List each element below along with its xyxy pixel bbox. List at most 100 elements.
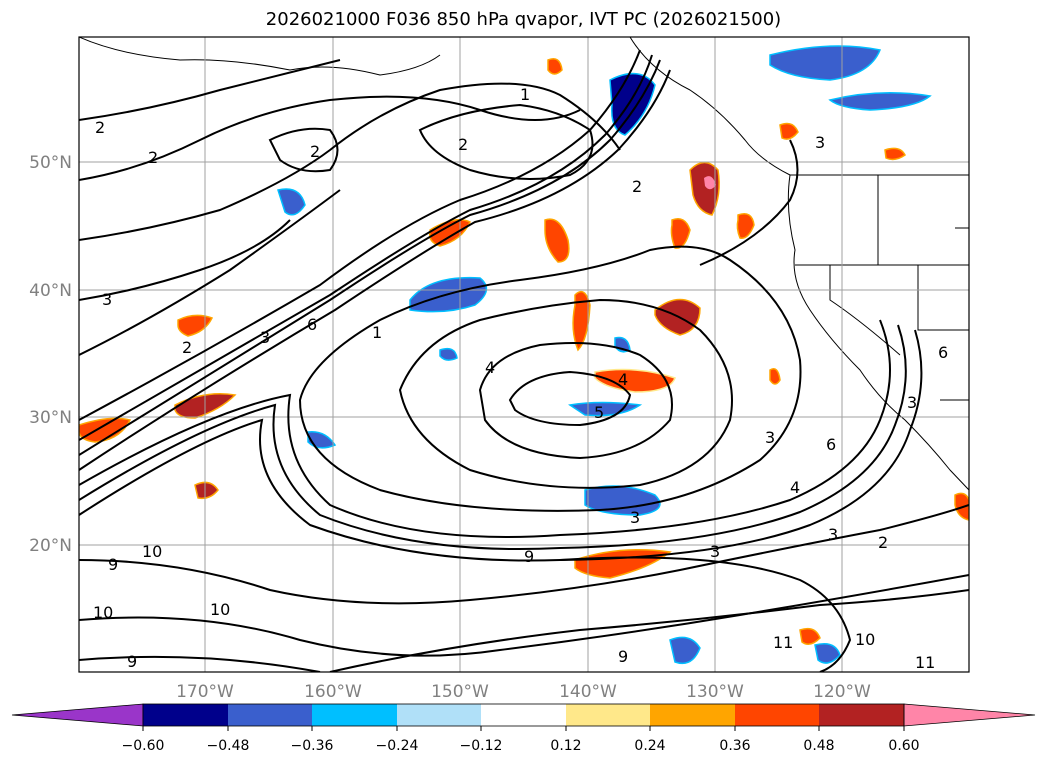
coastline-layer	[79, 37, 969, 491]
lon-label: 170°W	[176, 682, 234, 702]
ivt-contour	[559, 556, 852, 672]
contour-label: 2	[95, 118, 105, 137]
contour-label: 6	[826, 435, 836, 454]
contour-label: 2	[878, 533, 888, 552]
contour-label: 3	[630, 508, 640, 527]
graticule	[79, 37, 969, 672]
ivt-contour	[418, 103, 594, 180]
colorbar-segment	[819, 704, 904, 726]
ivt-contour-layer	[79, 49, 969, 672]
ivt-contour	[699, 139, 799, 266]
map-title: 2026021000 F036 850 hPa qvapor, IVT PC (…	[265, 9, 782, 30]
contour-label: 3	[815, 133, 825, 152]
ivt-contour	[79, 54, 653, 441]
qvapor-fill-layer	[79, 45, 969, 665]
lat-label: 20°N	[29, 536, 72, 556]
contour-label: 9	[524, 547, 534, 566]
colorbar-tick-label: 0.12	[550, 738, 581, 754]
colorbar-segment	[228, 704, 312, 726]
contour-label: 1	[372, 323, 382, 342]
colorbar-ticks	[142, 726, 905, 731]
positive-anomaly-region	[670, 218, 691, 249]
positive-anomaly-region	[544, 218, 570, 263]
longitude-labels: 170°W 160°W 150°W 140°W 130°W 120°W	[176, 682, 871, 702]
contour-label: 6	[938, 343, 948, 362]
positive-anomaly-region	[547, 58, 563, 75]
ivt-contour	[79, 319, 891, 538]
ivt-contour	[268, 127, 339, 173]
colorbar-tick-label: −0.24	[376, 738, 419, 754]
colorbar-tick-label: −0.36	[291, 738, 334, 754]
colorbar-segment	[312, 704, 397, 726]
ivt-contour	[508, 370, 632, 427]
colorbar-tick-label: 0.24	[634, 738, 665, 754]
colorbar-tick-label: −0.48	[207, 738, 250, 754]
ivt-contour	[79, 82, 621, 241]
contour-label: 3	[907, 393, 917, 412]
contour-label: 2	[148, 148, 158, 167]
ivt-contour	[79, 59, 661, 456]
contour-label: 1	[520, 85, 530, 104]
state-border	[917, 265, 969, 331]
colorbar-segment	[481, 704, 566, 726]
contour-label: 3	[710, 542, 720, 561]
negative-anomaly-region	[769, 45, 882, 81]
contour-label: 2	[458, 135, 468, 154]
contour-label: 10	[142, 542, 162, 561]
ivt-contour	[79, 655, 321, 672]
colorbar-tick-label: 0.48	[803, 738, 834, 754]
latitude-labels: 50°N 40°N 30°N 20°N	[29, 153, 72, 556]
ivt-contour	[329, 589, 969, 672]
alaska-coastline	[79, 37, 441, 76]
colorbar-min-extension	[11, 703, 144, 727]
contour-label: 6	[307, 315, 317, 334]
map-panel	[79, 37, 969, 672]
contour-label: 11	[915, 653, 935, 672]
positive-anomaly-region	[594, 368, 676, 393]
contour-label: 10	[93, 603, 113, 622]
contour-label: 4	[485, 358, 495, 377]
lat-label: 50°N	[29, 153, 72, 173]
contour-label: 3	[260, 328, 270, 347]
contour-label: 3	[765, 428, 775, 447]
colorbar-tick-label: 0.60	[888, 738, 919, 754]
negative-anomaly-region	[669, 636, 701, 665]
ivt-contour	[398, 298, 733, 489]
colorbar-segment	[566, 704, 650, 726]
negative-anomaly-region	[828, 92, 932, 111]
contour-label: 10	[210, 600, 230, 619]
contour-label: 9	[618, 647, 628, 666]
contour-label-layer: 2 2 2 2 1 2 2 3 3 3 3 3 1 6 4 4 5 3 4 6 …	[93, 85, 948, 672]
lon-label: 140°W	[559, 682, 617, 702]
colorbar-segment	[650, 704, 735, 726]
ivt-contour	[79, 95, 581, 181]
positive-anomaly-region	[177, 314, 214, 337]
lon-label: 150°W	[431, 682, 489, 702]
colorbar-tick-label: 0.36	[719, 738, 750, 754]
ivt-contour	[79, 49, 641, 421]
colorbar: −0.60 −0.48 −0.36 −0.24 −0.12 0.12 0.24 …	[11, 703, 1036, 754]
colorbar-segment	[735, 704, 819, 726]
positive-anomaly-region	[736, 213, 755, 239]
ivt-contour	[79, 59, 341, 121]
negative-anomaly-region	[814, 643, 841, 664]
contour-label: 4	[790, 478, 800, 497]
ivt-contour	[79, 504, 969, 605]
ivt-contour	[298, 245, 802, 512]
contour-label: 4	[618, 370, 628, 389]
ivt-contour	[478, 341, 673, 460]
positive-anomaly-region	[769, 368, 781, 385]
contour-label: 2	[182, 338, 192, 357]
colorbar-max-extension	[903, 703, 1036, 727]
contour-label: 9	[108, 555, 118, 574]
colorbar-tick-label: −0.12	[460, 738, 503, 754]
colorbar-tick-label: −0.60	[122, 738, 165, 754]
ivt-contour	[79, 69, 671, 471]
negative-anomaly-region	[307, 431, 337, 449]
ivt-contour	[79, 219, 291, 301]
positive-anomaly-region	[779, 122, 799, 140]
ivt-contour	[79, 574, 969, 657]
negative-anomaly-region	[277, 188, 306, 216]
lat-label: 40°N	[29, 281, 72, 301]
